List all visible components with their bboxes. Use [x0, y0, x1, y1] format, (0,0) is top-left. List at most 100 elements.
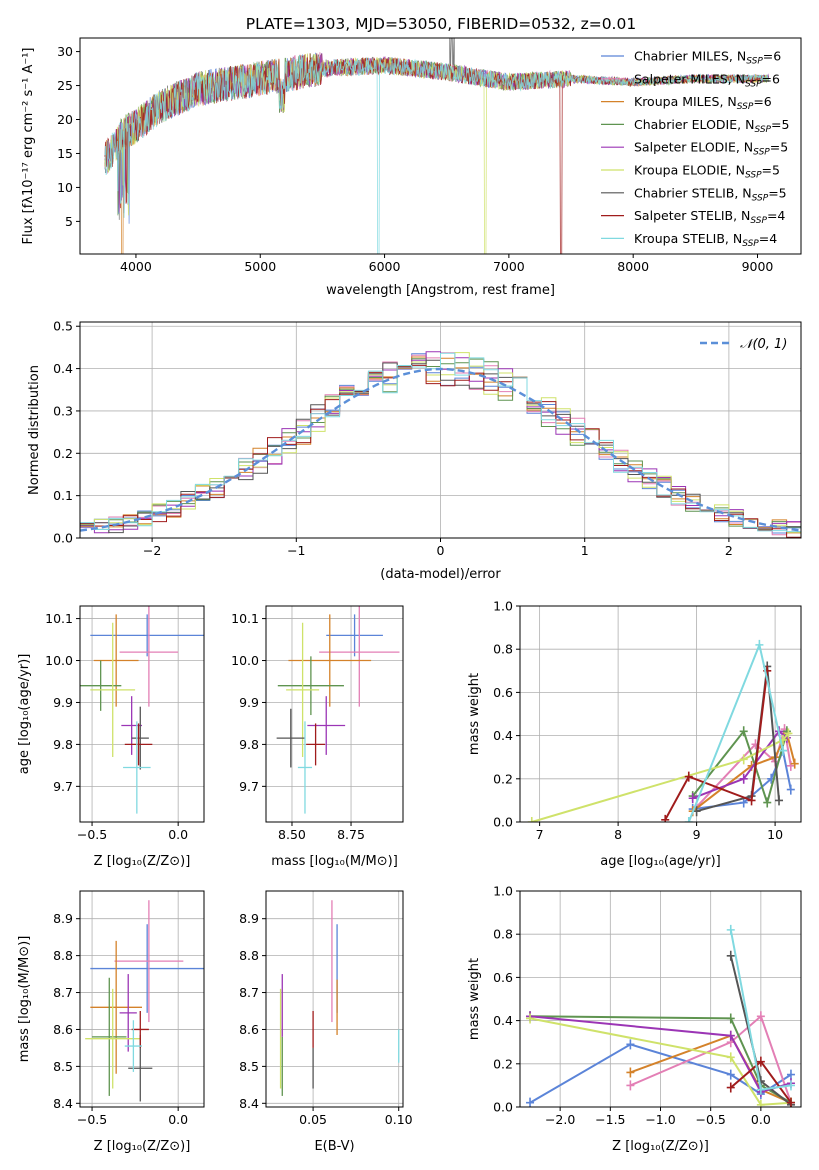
errorbar-salpeter-miles — [114, 900, 184, 1023]
weight-point-marker — [786, 784, 795, 795]
metallicity-mass-plot: −0.5 0.0 8.4 8.5 8.6 8.7 8.8 8.9 Z [log₁₀(Z/Z⊙)]… — [17, 890, 205, 1154]
histogram-salpeter-stelib — [80, 364, 801, 538]
y-tick-label: 10.1 — [231, 611, 259, 626]
errorbar-chabrier-stelib — [276, 708, 305, 768]
errorbar-kroupa-stelib — [297, 721, 313, 814]
x-tick-label: −2.0 — [545, 1112, 575, 1127]
y-axis-label: age [log₁₀(age/yr)] — [17, 654, 32, 775]
x-tick-label: 0.10 — [385, 1112, 413, 1127]
x-tick-label: 8.75 — [337, 827, 365, 842]
axes-frame — [265, 605, 404, 823]
weight-series-kroupa-stelib — [684, 639, 787, 822]
x-tick-label: 0.0 — [168, 1112, 188, 1127]
weight-series-kroupa-elodie — [527, 728, 793, 822]
x-axis-label: Z [log₁₀(Z/Z⊙)] — [94, 854, 191, 869]
plot-area — [266, 606, 403, 822]
x-axis-label: E(B-V) — [314, 1139, 354, 1154]
errorbar-kroupa-stelib — [123, 721, 151, 814]
errorbar-kroupa-elodie — [85, 988, 141, 1089]
y-tick-label: 9.7 — [53, 779, 73, 794]
y-tick-label: 0.2 — [493, 771, 513, 786]
errorbar-chabrier-miles — [90, 924, 204, 1013]
y-axis-label: mass weight — [467, 958, 482, 1040]
weight-point-marker — [786, 1069, 795, 1080]
y-axis-label: mass weight — [467, 673, 482, 755]
legend-label-chabrier-stelib: Chabrier STELIB, NSSP=5 — [634, 185, 787, 203]
y-tick-label: 10.0 — [231, 653, 259, 668]
y-tick-label: 8.8 — [53, 948, 73, 963]
axes-frame — [79, 605, 205, 823]
y-tick-label: 10.1 — [45, 611, 73, 626]
plot-content — [279, 900, 400, 1096]
plot-content — [80, 351, 801, 538]
y-tick-label: 8.6 — [239, 1022, 259, 1037]
x-axis-label: Z [log₁₀(Z/Z⊙)] — [94, 1139, 191, 1154]
y-tick-label: 30 — [57, 44, 73, 59]
weight-point-marker — [755, 639, 764, 650]
weight-line — [531, 732, 790, 822]
weight-point-marker — [726, 1082, 735, 1093]
y-tick-label: 8.7 — [53, 985, 73, 1000]
spectrum-legend: Chabrier MILES, NSSP=6 Salpeter MILES, NS… — [601, 49, 789, 249]
legend-label-chabrier-miles: Chabrier MILES, NSSP=6 — [634, 49, 781, 67]
weight-point-marker — [527, 817, 536, 822]
weight-point-marker — [756, 1099, 765, 1107]
y-tick-label: 0.8 — [493, 927, 513, 942]
x-tick-label: 6000 — [369, 259, 401, 274]
weight-line — [664, 670, 769, 821]
metallicity-age-plot: −0.5 0.0 9.7 9.8 9.9 10.0 10.1 Z [log₁₀(Z/Z⊙)] a… — [17, 605, 205, 869]
x-axis-label: Z [log₁₀(Z/Z⊙)] — [612, 1139, 709, 1154]
errorbar-salpeter-stelib — [124, 723, 153, 766]
x-tick-label: 9000 — [742, 259, 774, 274]
age-weight-plot: 7 8 9 10 0.0 0.2 0.4 0.6 0.8 1.0 age [log₁₀(age/yr… — [467, 599, 802, 869]
y-tick-label: 0.4 — [493, 728, 513, 743]
x-tick-label: 8 — [614, 827, 622, 842]
errorbar-salpeter-miles — [119, 606, 179, 707]
y-tick-label: 5 — [65, 214, 73, 229]
errorbar-chabrier-elodie — [92, 977, 127, 1096]
weight-point-marker — [784, 728, 793, 739]
y-tick-label: 9.8 — [239, 737, 259, 752]
y-tick-label: 15 — [57, 146, 73, 161]
x-tick-label: 0.05 — [299, 1112, 327, 1127]
x-tick-label: −1 — [287, 543, 305, 558]
weight-point-marker — [626, 1039, 635, 1050]
y-tick-label: 9.9 — [239, 695, 259, 710]
legend-label-salpeter-elodie: Salpeter ELODIE, NSSP=5 — [634, 140, 788, 158]
x-tick-label: −0.5 — [77, 827, 107, 842]
errorbar-chabrier-miles — [90, 614, 204, 657]
y-tick-label: 0.4 — [493, 1013, 513, 1028]
weight-point-marker — [756, 1011, 765, 1022]
legend-label-salpeter-miles: Salpeter MILES, NSSP=6 — [634, 71, 780, 89]
x-tick-label: −1.5 — [595, 1112, 625, 1127]
legend-label-kroupa-stelib: Kroupa STELIB, NSSP=4 — [634, 231, 777, 249]
y-tick-label: 8.9 — [53, 911, 73, 926]
weight-point-marker — [726, 1069, 735, 1080]
x-tick-label: 8000 — [617, 259, 649, 274]
x-tick-label: 10 — [767, 827, 783, 842]
x-tick-label: 2 — [725, 543, 733, 558]
y-tick-label: 0.0 — [493, 815, 513, 830]
y-axis-label: Flux [fλ10⁻¹⁷ erg cm⁻² s⁻¹ A⁻¹] — [21, 48, 36, 245]
weight-point-marker — [739, 726, 748, 737]
weight-point-marker — [786, 1097, 795, 1107]
y-tick-label: 0.8 — [493, 642, 513, 657]
plot-area — [80, 606, 204, 822]
y-axis-label: Normed distribution — [27, 365, 42, 495]
y-tick-label: 9.9 — [53, 695, 73, 710]
legend-label-salpeter-stelib: Salpeter STELIB, NSSP=4 — [634, 208, 785, 226]
plot-content — [526, 924, 795, 1107]
weight-point-marker — [739, 754, 748, 765]
y-tick-label: 8.4 — [239, 1096, 259, 1111]
errorbar-kroupa-elodie — [90, 622, 136, 757]
y-tick-label: 0.0 — [53, 531, 73, 546]
residual-histogram: −2 −1 0 1 2 0.0 0.1 0.2 0.3 0.4 0.5 (data-model)/er… — [27, 319, 802, 582]
y-tick-label: 0.0 — [493, 1100, 513, 1115]
extinction-mass-plot: 0.05 0.10 8.4 8.5 8.6 8.7 8.8 8.9 E(B-V) — [239, 890, 413, 1154]
y-axis-label: mass [log₁₀(M/M⊙)] — [17, 936, 32, 1063]
weight-point-marker — [526, 1097, 535, 1107]
y-tick-label: 0.5 — [53, 319, 73, 334]
x-tick-label: 4000 — [120, 259, 152, 274]
weight-point-marker — [661, 814, 670, 822]
metallicity-weight-plot: −2.0 −1.5 −1.0 −0.5 0.0 0.0 0.2 0.4 0.6 0.8 1.0 Z [… — [467, 884, 802, 1154]
